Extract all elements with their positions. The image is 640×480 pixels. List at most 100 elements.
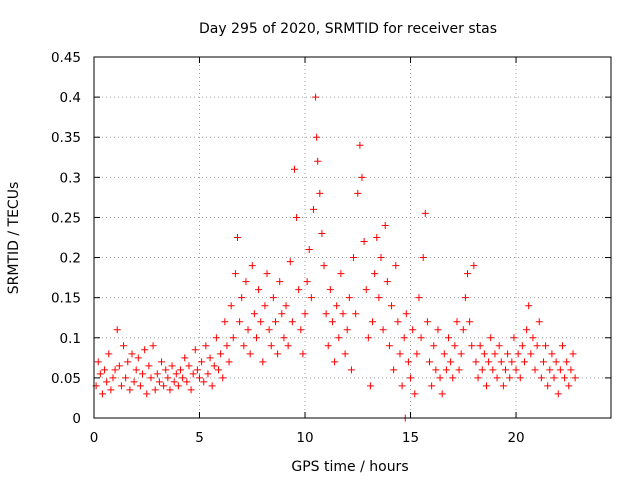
data-point [240,342,248,350]
data-point [206,354,214,362]
data-point [286,258,294,266]
y-tick-label: 0.1 [60,331,81,347]
data-point [261,302,269,310]
data-point [493,374,501,382]
data-point [126,386,134,394]
data-point [147,374,155,382]
data-point [263,270,271,278]
plot-frame [93,56,612,419]
data-point [177,366,185,374]
data-point [400,334,408,342]
data-point [392,262,400,270]
data-point [231,270,239,278]
data-point [107,386,115,394]
data-point [115,362,123,370]
data-point [128,350,136,358]
data-point [143,390,151,398]
data-point [242,278,250,286]
data-point [312,93,320,101]
data-point [265,326,273,334]
data-point [303,278,311,286]
data-point [499,382,507,390]
data-point [350,254,358,262]
data-point [510,334,518,342]
data-point [293,213,301,221]
data-point [360,238,368,246]
data-point [299,350,307,358]
data-point [305,246,313,254]
data-point [571,374,579,382]
data-point [295,286,303,294]
y-axis-label: SRMTID / TECUs [6,182,22,295]
data-point [529,334,537,342]
data-point [282,302,290,310]
data-point [404,358,412,366]
data-point [407,374,415,382]
data-point [98,390,106,398]
data-point [233,234,241,241]
data-point [267,342,275,350]
data-point [457,350,465,358]
data-point [134,354,142,362]
data-point [491,350,499,358]
data-point [314,157,322,165]
data-point [276,278,284,286]
data-point [373,234,381,241]
data-point [487,334,495,342]
data-point [271,318,279,326]
data-point [485,358,493,366]
data-point [335,334,343,342]
data-point [385,342,393,350]
data-point [280,334,288,342]
y-tick-label: 0.15 [51,291,81,307]
data-point [122,374,130,382]
data-point [172,370,180,378]
data-point [238,294,246,302]
data-point [558,342,566,350]
data-point [202,342,210,350]
data-point [204,370,212,378]
data-point [518,342,526,350]
data-point [250,310,258,318]
axis-ticks [93,56,611,419]
data-point [174,382,182,390]
data-point [537,374,545,382]
data-point [546,366,554,374]
data-point [259,358,267,366]
data-point [331,358,339,366]
data-point [244,326,252,334]
data-point [141,346,149,354]
data-point [313,133,321,141]
data-point [445,334,453,342]
data-point [333,302,341,310]
data-point [320,262,328,270]
data-point [436,374,444,382]
data-point [326,286,334,294]
x-axis-label: GPS time / hours [291,459,408,475]
data-point [217,350,225,358]
data-point [539,358,547,366]
data-point [113,326,121,334]
data-point [94,358,102,366]
y-tick-label: 0.3 [60,170,81,186]
data-point [379,326,387,334]
data-point [563,358,571,366]
data-point [504,350,512,358]
data-point [366,382,374,390]
data-point [525,302,533,310]
data-point [438,390,446,398]
data-point [297,326,305,334]
data-point [341,350,349,358]
y-tick-label: 0.35 [51,130,81,146]
data-point [337,270,345,278]
data-point [96,370,104,378]
data-point [284,342,292,350]
data-point [166,386,174,394]
data-point [170,378,178,386]
data-point [451,342,459,350]
data-point [193,366,201,374]
data-point [527,350,535,358]
data-point [375,294,383,302]
data-point [432,366,440,374]
data-point [421,209,429,217]
